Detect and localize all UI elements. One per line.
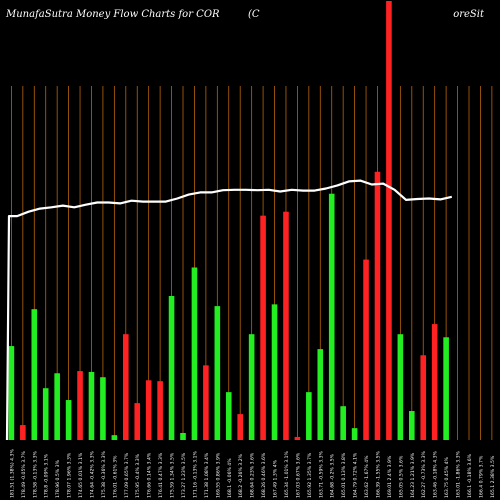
bar-up xyxy=(8,346,15,440)
x-tick-label: 168.1 -0.06% 4% xyxy=(227,458,233,498)
x-tick-label: 168.2 -0.26% 3.2% xyxy=(238,453,244,498)
x-tick-label: 175.38 -0.36% 3.3% xyxy=(101,450,107,498)
x-tick-label: 166.4 0.79% 3.7% xyxy=(478,455,484,498)
x-tick-label: 175.95 -0.4% 3.3% xyxy=(135,453,141,498)
x-tick-label: 169.55 0.86% 3.9% xyxy=(215,452,221,498)
bar-up xyxy=(306,392,312,440)
x-tick-label: 174.65 0.01% 3.1% xyxy=(78,452,84,498)
x-tick-label: 178.49 -0.05% 3.7% xyxy=(21,450,27,498)
x-tick-label: 174.64 -0.42% 3.3% xyxy=(89,450,95,498)
bar-up xyxy=(328,193,335,440)
bar-up xyxy=(31,309,38,440)
x-tick-label: 165.34 -1.01% 3.1% xyxy=(284,450,290,498)
x-tick-label: 163.71 -0.59% 3.3% xyxy=(318,450,324,498)
bar-up xyxy=(191,267,198,440)
bar-up xyxy=(248,334,255,440)
x-tick-label: 164.68 -0.2% 3.5% xyxy=(330,453,336,498)
bar-up xyxy=(168,296,175,440)
bar-up xyxy=(54,373,60,440)
x-tick-label: 163.46 -0.18% 4.3% xyxy=(433,450,439,498)
bar-up xyxy=(214,306,221,440)
x-tick-label: 166.1 -0.18% 3.6% xyxy=(467,453,473,498)
x-tick-label: 163.01 -1.86% 3.3% xyxy=(456,450,462,498)
bar-down xyxy=(203,365,209,440)
x-tick-label: 164.23 1.21% 3.9% xyxy=(410,452,416,498)
bar-down xyxy=(260,215,266,440)
chart-title-left: MunafaSutra Money Flow Charts for COR xyxy=(6,9,220,20)
x-tick-label: 162.27 -0.73% 3.3% xyxy=(421,450,427,498)
bar-up xyxy=(397,334,404,440)
x-tick-label: 169.01 2.4% 3.9% xyxy=(387,455,393,498)
bar-down xyxy=(431,324,438,440)
x-tick-label: 176.01 -0.61% 3% xyxy=(112,455,118,498)
x-tick-label: 178.96 0.5% 3% xyxy=(55,459,61,498)
x-tick-label: 178.58 -0.13% 3.3% xyxy=(32,450,38,498)
bar-down xyxy=(283,211,289,440)
bar-up xyxy=(111,435,118,440)
x-tick-label: 165.92 1.35% 3.7% xyxy=(307,452,313,498)
bar-up xyxy=(180,432,186,440)
bar-down xyxy=(420,355,427,440)
bar-up xyxy=(100,377,106,440)
x-tick-label: 167.49 1.3% 4% xyxy=(273,459,279,498)
bar-up xyxy=(443,337,449,440)
x-tick-label: 177.09 0.65% 3.7% xyxy=(124,452,130,498)
x-tick-label: 175.59 1.34% 3.5% xyxy=(170,452,176,498)
bar-down xyxy=(386,1,392,440)
x-tick-label: 171.16 -0.13% 3.1% xyxy=(192,450,198,498)
x-tick-label: 164.79 0.72% 4.1% xyxy=(353,452,359,498)
bar-down xyxy=(145,380,152,440)
bar-up xyxy=(351,428,358,440)
x-tick-label: 178.07 1.96% 3.3% xyxy=(67,452,73,498)
bar-down xyxy=(20,425,26,440)
bar-down xyxy=(157,381,163,440)
x-tick-label: 171.38 1.08% 3.4% xyxy=(204,452,210,498)
x-tick-label: 165.1 2.38% 3.5% xyxy=(490,455,496,498)
x-tick-label: 163.75 0.45% 4% xyxy=(444,456,450,498)
bar-up xyxy=(340,406,346,440)
bar-up xyxy=(42,388,49,440)
bar-up xyxy=(271,304,278,440)
bar-down xyxy=(237,414,243,440)
x-tick-label: 178.8 -0.09% 3.1% xyxy=(44,453,50,498)
money-flow-line xyxy=(5,179,453,441)
x-tick-label: 163.62 -1.67% 4% xyxy=(364,455,370,498)
x-tick-label: 176.41 0.47% 3.3% xyxy=(158,452,164,498)
x-tick-label: 165.01 0.13% 3.8% xyxy=(341,452,347,498)
bar-down xyxy=(77,371,83,440)
x-tick-label: 165.05 0.5% 3.6% xyxy=(398,455,404,498)
x-tick-label: 168.64 0.23% 3.6% xyxy=(250,452,256,498)
bar-up xyxy=(409,411,415,440)
bar-down xyxy=(363,259,369,440)
bar-up xyxy=(65,400,72,440)
chart-title-right: oreSit xyxy=(453,9,484,20)
x-tick-label: 181.51 (1.38%) 4.3% xyxy=(9,449,15,498)
bar-down xyxy=(134,403,141,440)
chart-title-mid: (C xyxy=(248,9,260,20)
bar-up xyxy=(317,349,324,440)
x-tick-label: 168.26 0.46% 3.6% xyxy=(261,452,267,498)
bar-down xyxy=(294,436,301,440)
x-tick-label: 176.66 0.14% 3.4% xyxy=(147,452,153,498)
bar-down xyxy=(374,171,381,440)
x-tick-label: 166.39 -1.55% 3.5% xyxy=(375,450,381,498)
bar-down xyxy=(123,334,129,440)
x-tick-label: 167.03 0.67% 3.6% xyxy=(295,452,301,498)
bar-up xyxy=(225,392,232,440)
x-tick-label: 173.27 1.23% 3.5% xyxy=(181,452,187,498)
bar-up xyxy=(88,371,95,440)
